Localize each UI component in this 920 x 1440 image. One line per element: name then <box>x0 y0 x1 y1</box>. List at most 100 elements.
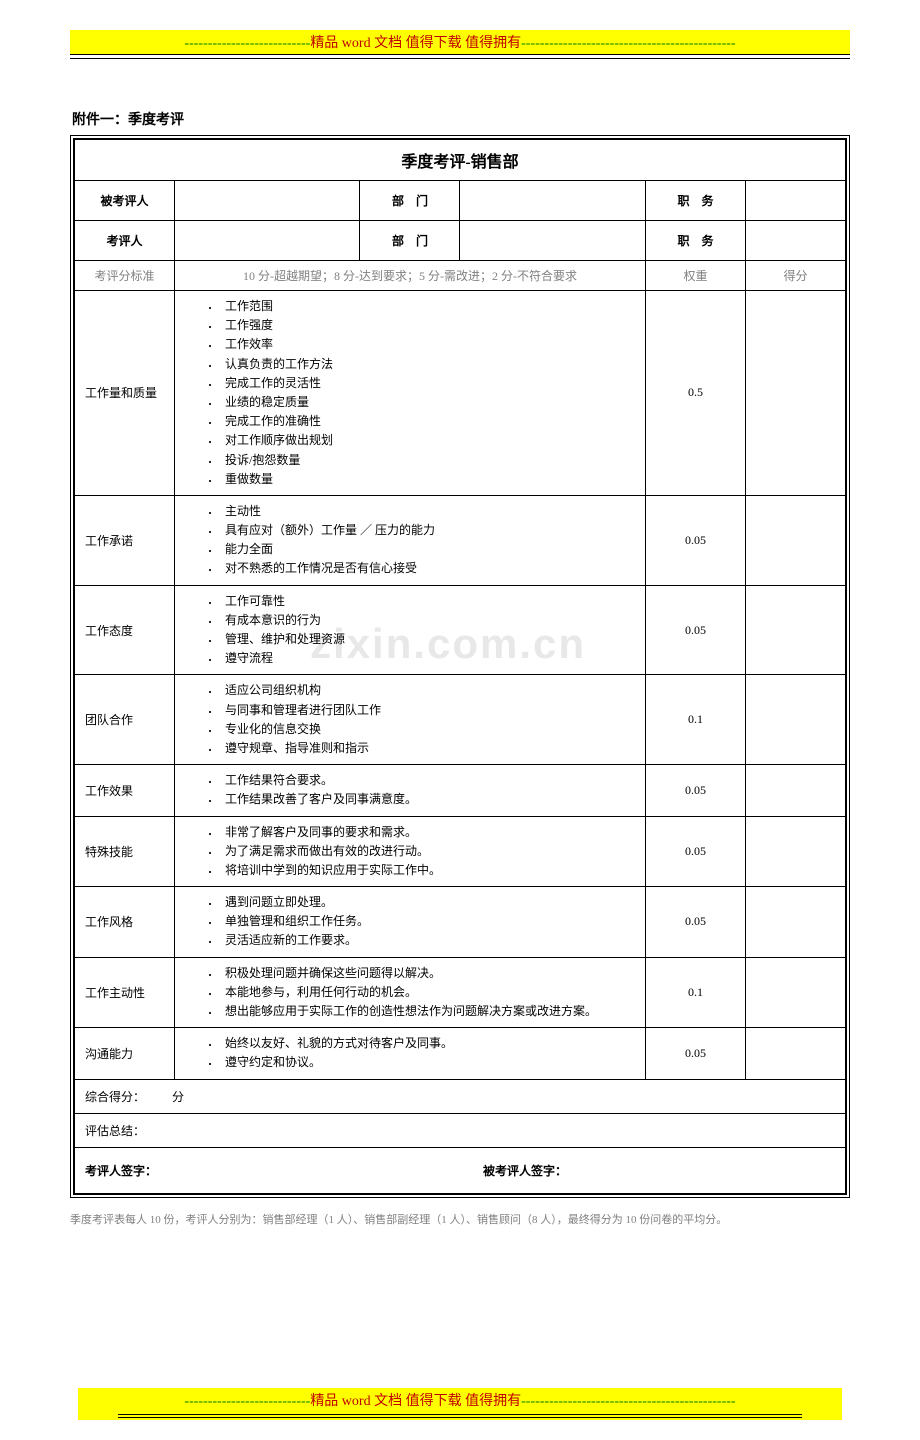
evaluator-pos-value[interactable] <box>746 221 846 261</box>
standard-label: 考评分标准 <box>75 261 175 291</box>
criteria-label: 工作效果 <box>75 765 175 816</box>
criteria-item: 重做数量 <box>207 470 635 489</box>
criteria-label: 工作态度 <box>75 585 175 675</box>
evaluatee-dept-label: 部 门 <box>360 181 460 221</box>
criteria-label: 工作风格 <box>75 887 175 958</box>
criteria-score-input[interactable] <box>746 1028 846 1079</box>
criteria-row: 团队合作适应公司组织机构与同事和管理者进行团队工作专业化的信息交换遵守规章、指导… <box>75 675 846 765</box>
criteria-body: 工作量和质量工作范围工作强度工作效率认真负责的工作方法完成工作的灵活性业绩的稳定… <box>75 291 846 1080</box>
criteria-item: 工作可靠性 <box>207 592 635 611</box>
criteria-score-input[interactable] <box>746 765 846 816</box>
criteria-content: 遇到问题立即处理。单独管理和组织工作任务。灵活适应新的工作要求。 <box>175 887 646 958</box>
signature-row: 考评人签字： 被考评人签字： <box>75 1147 846 1193</box>
criteria-row: 沟通能力始终以友好、礼貌的方式对待客户及同事。遵守约定和协议。0.05 <box>75 1028 846 1079</box>
criteria-score-input[interactable] <box>746 585 846 675</box>
criteria-label: 工作主动性 <box>75 957 175 1028</box>
criteria-weight: 0.05 <box>646 816 746 887</box>
criteria-weight: 0.05 <box>646 765 746 816</box>
criteria-score-input[interactable] <box>746 495 846 585</box>
bottom-hr-2 <box>118 1417 802 1418</box>
evaluator-dept-value[interactable] <box>460 221 646 261</box>
summary-label: 评估总结： <box>75 1113 846 1147</box>
bottom-dash-left: --------------------------- <box>184 1394 310 1409</box>
attachment-heading: 附件一：季度考评 <box>70 109 850 129</box>
evaluator-dept-label: 部 门 <box>360 221 460 261</box>
criteria-score-input[interactable] <box>746 957 846 1028</box>
criteria-item: 具有应对（额外）工作量 ／ 压力的能力 <box>207 521 635 540</box>
criteria-content: 适应公司组织机构与同事和管理者进行团队工作专业化的信息交换遵守规章、指导准则和指… <box>175 675 646 765</box>
evaluatee-dept-value[interactable] <box>460 181 646 221</box>
criteria-item: 与同事和管理者进行团队工作 <box>207 701 635 720</box>
criteria-item: 业绩的稳定质量 <box>207 393 635 412</box>
total-score-cell: 综合得分： 分 <box>75 1079 846 1113</box>
criteria-label: 工作量和质量 <box>75 291 175 496</box>
criteria-content: 主动性具有应对（额外）工作量 ／ 压力的能力能力全面对不熟悉的工作情况是否有信心… <box>175 495 646 585</box>
banner-text-2: 值得下载 值得拥有 <box>402 36 521 51</box>
criteria-item: 积极处理问题并确保这些问题得以解决。 <box>207 964 635 983</box>
criteria-item: 完成工作的准确性 <box>207 412 635 431</box>
criteria-row: 工作承诺主动性具有应对（额外）工作量 ／ 压力的能力能力全面对不熟悉的工作情况是… <box>75 495 846 585</box>
signature-cell: 考评人签字： 被考评人签字： <box>75 1147 846 1193</box>
criteria-item: 工作强度 <box>207 316 635 335</box>
criteria-item: 非常了解客户及同事的要求和需求。 <box>207 823 635 842</box>
criteria-item: 工作范围 <box>207 297 635 316</box>
evaluatee-pos-label: 职 务 <box>646 181 746 221</box>
criteria-weight: 0.1 <box>646 675 746 765</box>
criteria-row: 工作态度工作可靠性有成本意识的行为管理、维护和处理资源遵守流程0.05 <box>75 585 846 675</box>
criteria-item: 对不熟悉的工作情况是否有信心接受 <box>207 559 635 578</box>
criteria-item: 工作效率 <box>207 335 635 354</box>
criteria-label: 工作承诺 <box>75 495 175 585</box>
criteria-row: 工作主动性积极处理问题并确保这些问题得以解决。本能地参与，利用任何行动的机会。想… <box>75 957 846 1028</box>
criteria-item: 灵活适应新的工作要求。 <box>207 931 635 950</box>
bottom-banner: ---------------------------精品 word 文档 值得… <box>78 1388 842 1412</box>
banner-dash-right: ----------------------------------------… <box>521 36 735 51</box>
criteria-label: 团队合作 <box>75 675 175 765</box>
evaluation-table-wrap: 季度考评-销售部 被考评人 部 门 职 务 考评人 部 门 职 务 考评分标准 <box>70 135 850 1198</box>
criteria-item: 遵守规章、指导准则和指示 <box>207 739 635 758</box>
criteria-score-input[interactable] <box>746 816 846 887</box>
criteria-item: 认真负责的工作方法 <box>207 355 635 374</box>
standard-row: 考评分标准 10 分-超越期望；8 分-达到要求；5 分-需改进；2 分-不符合… <box>75 261 846 291</box>
criteria-item: 本能地参与，利用任何行动的机会。 <box>207 983 635 1002</box>
criteria-content: 工作范围工作强度工作效率认真负责的工作方法完成工作的灵活性业绩的稳定质量完成工作… <box>175 291 646 496</box>
evaluatee-pos-value[interactable] <box>746 181 846 221</box>
criteria-row: 工作效果工作结果符合要求。工作结果改善了客户及同事满意度。0.05 <box>75 765 846 816</box>
criteria-score-input[interactable] <box>746 675 846 765</box>
criteria-weight: 0.1 <box>646 957 746 1028</box>
criteria-item: 遵守流程 <box>207 649 635 668</box>
top-banner: ---------------------------精品 word 文档 值得… <box>70 30 850 55</box>
evaluator-sign-label: 考评人签字： <box>85 1164 157 1178</box>
score-header: 得分 <box>746 261 846 291</box>
bottom-text-1: 精品 word 文档 <box>310 1394 402 1409</box>
criteria-item: 投诉/抱怨数量 <box>207 451 635 470</box>
criteria-content: 始终以友好、礼貌的方式对待客户及同事。遵守约定和协议。 <box>175 1028 646 1079</box>
criteria-item: 专业化的信息交换 <box>207 720 635 739</box>
criteria-item: 遵守约定和协议。 <box>207 1053 635 1072</box>
evaluatee-label: 被考评人 <box>75 181 175 221</box>
criteria-row: 工作量和质量工作范围工作强度工作效率认真负责的工作方法完成工作的灵活性业绩的稳定… <box>75 291 846 496</box>
criteria-row: 工作风格遇到问题立即处理。单独管理和组织工作任务。灵活适应新的工作要求。0.05 <box>75 887 846 958</box>
evaluatee-row: 被考评人 部 门 职 务 <box>75 181 846 221</box>
evaluatee-value[interactable] <box>175 181 360 221</box>
criteria-content: 非常了解客户及同事的要求和需求。为了满足需求而做出有效的改进行动。将培训中学到的… <box>175 816 646 887</box>
total-score-label: 综合得分： <box>85 1090 145 1104</box>
criteria-label: 特殊技能 <box>75 816 175 887</box>
criteria-content: 积极处理问题并确保这些问题得以解决。本能地参与，利用任何行动的机会。想出能够应用… <box>175 957 646 1028</box>
criteria-weight: 0.05 <box>646 495 746 585</box>
total-score-unit: 分 <box>172 1090 184 1104</box>
criteria-weight: 0.05 <box>646 887 746 958</box>
criteria-item: 为了满足需求而做出有效的改进行动。 <box>207 842 635 861</box>
criteria-weight: 0.5 <box>646 291 746 496</box>
evaluator-label: 考评人 <box>75 221 175 261</box>
criteria-item: 有成本意识的行为 <box>207 611 635 630</box>
criteria-item: 完成工作的灵活性 <box>207 374 635 393</box>
criteria-weight: 0.05 <box>646 585 746 675</box>
footnote-text: 季度考评表每人 10 份，考评人分别为：销售部经理（1 人）、销售部副经理（1 … <box>70 1212 850 1229</box>
criteria-item: 想出能够应用于实际工作的创造性想法作为问题解决方案或改进方案。 <box>207 1002 635 1021</box>
evaluator-value[interactable] <box>175 221 360 261</box>
criteria-score-input[interactable] <box>746 887 846 958</box>
bottom-divider-group <box>78 1412 842 1420</box>
summary-row: 评估总结： <box>75 1113 846 1147</box>
criteria-score-input[interactable] <box>746 291 846 496</box>
criteria-item: 对工作顺序做出规划 <box>207 431 635 450</box>
